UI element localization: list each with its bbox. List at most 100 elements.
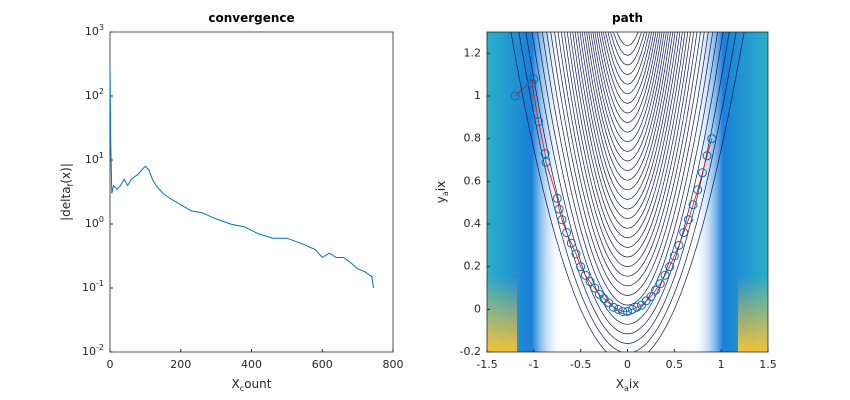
contour-background xyxy=(487,32,768,352)
contour-line xyxy=(566,32,689,248)
y-tick-label: 0 xyxy=(474,302,481,315)
x-tick-label: 0 xyxy=(624,358,631,371)
y-tick-label: 0.2 xyxy=(464,260,482,273)
point xyxy=(651,285,661,295)
y-tick-label: -0.2 xyxy=(460,345,481,358)
contour-line xyxy=(602,32,653,95)
point xyxy=(646,292,656,302)
point xyxy=(571,249,581,259)
contour-line xyxy=(600,32,655,104)
contour-line xyxy=(554,32,701,287)
contour-line xyxy=(592,32,663,143)
contour-line xyxy=(537,32,718,325)
point xyxy=(697,168,707,178)
line xyxy=(109,65,374,289)
point xyxy=(679,228,689,238)
contour-line xyxy=(574,32,681,220)
point xyxy=(562,228,572,238)
point xyxy=(590,283,600,293)
contour-line xyxy=(550,32,705,296)
point xyxy=(566,238,576,248)
point xyxy=(627,304,637,314)
point xyxy=(576,262,586,272)
y-axis-label: yaix xyxy=(434,181,450,203)
contour-line xyxy=(584,32,671,181)
y-tick-label: 1.2 xyxy=(464,46,482,59)
contour-line xyxy=(541,32,714,316)
y-tick-label: 0.6 xyxy=(464,174,482,187)
point xyxy=(683,215,693,225)
point xyxy=(541,157,551,167)
contour-line xyxy=(610,32,645,66)
point xyxy=(632,302,642,312)
contour-line xyxy=(613,32,642,56)
chart-title: path xyxy=(612,11,643,25)
y-tick-label: 10-2 xyxy=(82,343,104,359)
y-tick-label: 0.4 xyxy=(464,217,482,230)
point xyxy=(613,304,623,314)
x-tick-label: 200 xyxy=(170,358,191,371)
point xyxy=(552,193,562,203)
contour-line xyxy=(588,32,667,162)
point xyxy=(665,262,675,272)
x-axis-label: Xcount xyxy=(232,377,272,393)
x-tick-label: 0.5 xyxy=(666,358,684,371)
y-tick-label: 1 xyxy=(474,89,481,102)
contour-line xyxy=(572,32,683,229)
y-axis-label: |deltaf(x)| xyxy=(59,163,75,221)
point xyxy=(618,306,628,316)
contour-line xyxy=(596,32,659,124)
point xyxy=(534,117,544,127)
point xyxy=(707,134,717,144)
point xyxy=(557,215,567,225)
point xyxy=(585,277,595,287)
contour-line xyxy=(598,32,657,114)
x-tick-label: -0.5 xyxy=(570,358,591,371)
y-tick-label: 102 xyxy=(85,87,104,103)
contour-line xyxy=(579,32,676,200)
point xyxy=(529,74,539,84)
contour-line xyxy=(569,32,686,239)
x-tick-label: -1.5 xyxy=(476,358,497,371)
point xyxy=(623,306,632,316)
contour-line xyxy=(586,32,669,172)
point xyxy=(693,185,703,195)
x-axis-label: Xaix xyxy=(616,377,640,393)
contour-line xyxy=(546,32,709,306)
y-tick-label: 100 xyxy=(85,215,104,231)
point xyxy=(527,78,537,88)
point xyxy=(510,91,520,101)
contour-line xyxy=(605,32,650,85)
x-tick-label: 800 xyxy=(383,358,404,371)
x-tick-label: 1.5 xyxy=(759,358,777,371)
contour-line xyxy=(560,32,695,268)
point xyxy=(669,251,679,261)
contour-line xyxy=(510,32,745,352)
point xyxy=(540,149,550,159)
point xyxy=(702,151,712,161)
point xyxy=(655,279,665,289)
contour-line xyxy=(557,32,698,277)
contour-line xyxy=(577,32,678,210)
chart-title: convergence xyxy=(208,11,294,25)
point xyxy=(580,270,590,280)
x-tick-label: 0 xyxy=(107,358,114,371)
x-tick-label: 1 xyxy=(718,358,725,371)
y-tick-label: 103 xyxy=(85,23,104,39)
point xyxy=(554,204,564,214)
axes-box xyxy=(109,31,394,353)
contour-line xyxy=(590,32,665,152)
point xyxy=(608,302,618,312)
y-tick-label: 101 xyxy=(85,151,104,167)
x-tick-label: 400 xyxy=(241,358,262,371)
point xyxy=(674,240,684,250)
contour-line xyxy=(564,32,691,258)
y-tick-label: 10-1 xyxy=(82,279,104,295)
contour-line xyxy=(518,32,737,352)
point xyxy=(660,270,670,280)
contour-line xyxy=(581,32,674,191)
contour-line xyxy=(616,32,639,47)
y-tick-label: 0.8 xyxy=(464,132,482,145)
x-tick-label: 600 xyxy=(312,358,333,371)
